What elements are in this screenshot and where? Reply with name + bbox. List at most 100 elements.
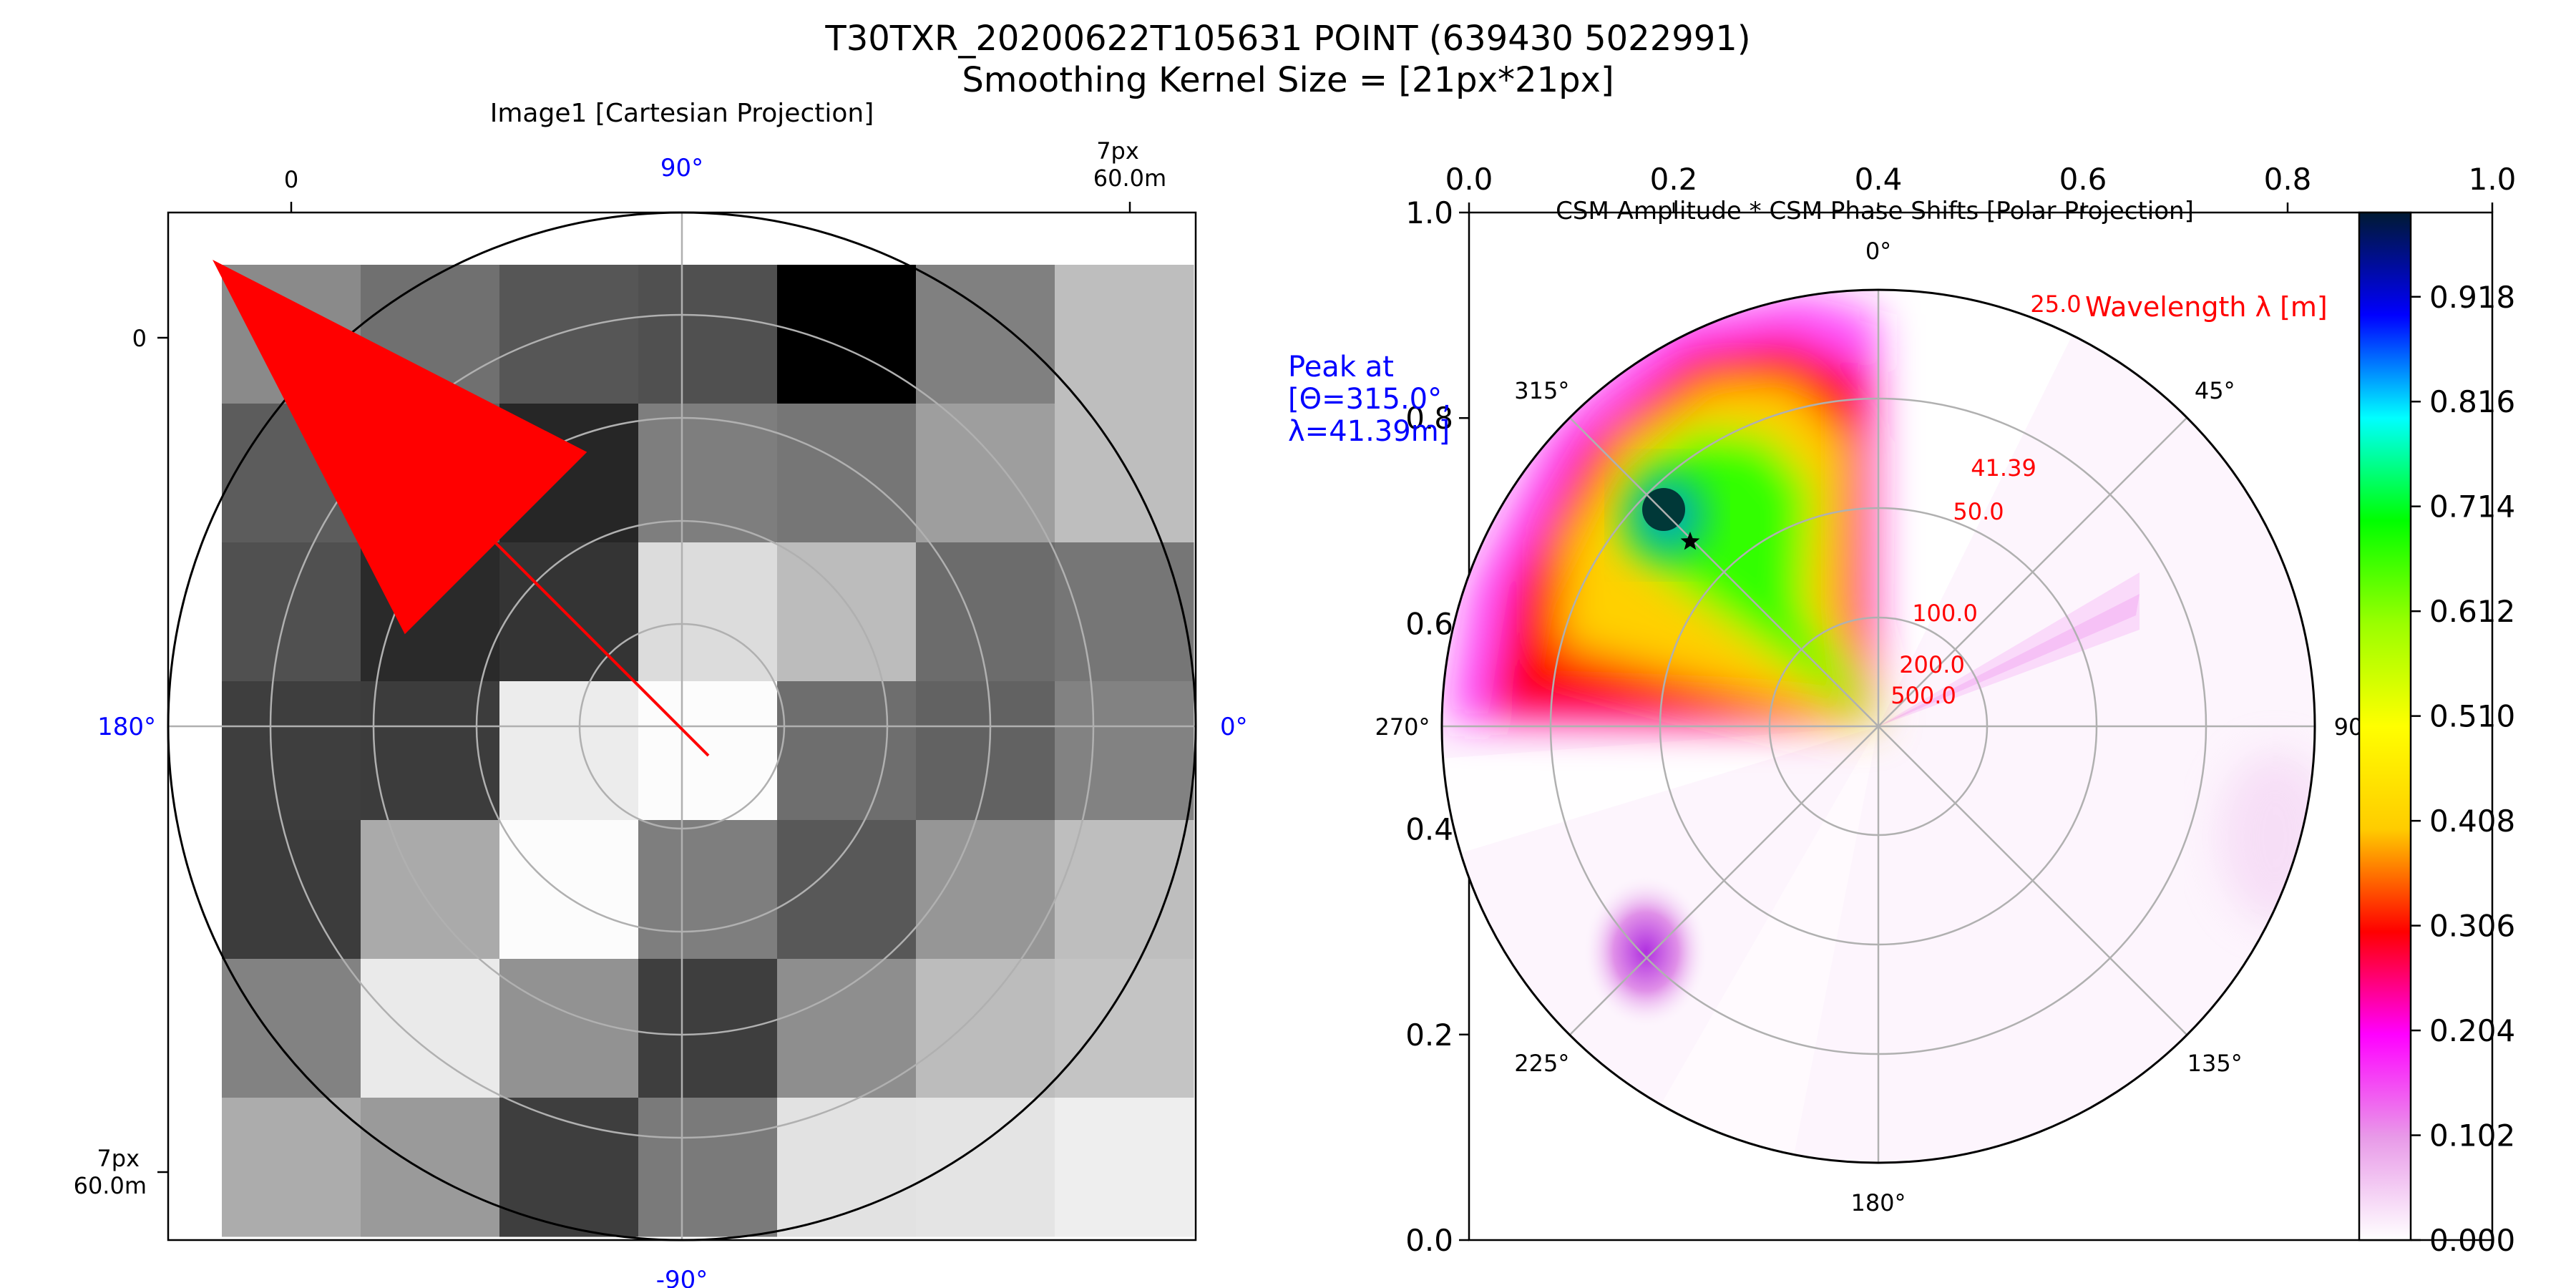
outer-y-tick-label: 0.4 <box>1405 812 1453 847</box>
colorbar-tick-label: 0.102 <box>2429 1118 2515 1153</box>
right-grid-spoke <box>1568 416 1879 727</box>
heatmap-cell <box>916 542 1055 682</box>
figure-title-line1: T30TXR_20200622T105631 POINT (639430 502… <box>824 19 1750 59</box>
heatmap-cell <box>222 820 361 960</box>
heatmap-cell <box>916 1098 1055 1237</box>
outer-x-tick-label: 0.0 <box>1445 162 1493 197</box>
theta-label: 0° <box>1865 238 1891 265</box>
colorbar-tick-label: 0.000 <box>2429 1223 2515 1258</box>
heatmap-cell <box>916 820 1055 960</box>
heatmap-cell <box>361 959 500 1098</box>
heatmap-cell <box>777 681 917 821</box>
heatmap-cell <box>777 1098 917 1237</box>
left-panel-title: Image1 [Cartesian Projection] <box>490 99 874 128</box>
heatmap-cell <box>638 265 778 404</box>
heatmap-cell <box>1055 681 1194 821</box>
right-grid-spoke <box>1878 416 2188 727</box>
left-y-tick-0: 0 <box>132 325 147 352</box>
arrow-head <box>213 260 587 635</box>
radial-label: 200.0 <box>1899 651 1965 678</box>
theta-label: 45° <box>2195 377 2235 404</box>
heatmap-cell <box>222 542 361 682</box>
colorbar-tick-label: 0.204 <box>2429 1013 2515 1048</box>
wavelength-axis-title: Wavelength λ [m] <box>2085 291 2328 323</box>
theta-label: 270° <box>1375 713 1430 741</box>
heatmap-cell <box>777 820 917 960</box>
right-panel-title: CSM Amplitude * CSM Phase Shifts [Polar … <box>1556 197 2194 225</box>
heatmap-cell <box>499 959 639 1098</box>
peak-marker <box>1680 532 1700 550</box>
left-polar-outline <box>167 211 1197 1241</box>
left-y-tick-7px: 7px 60.0m <box>74 1145 147 1199</box>
heatmap-cell <box>638 681 778 821</box>
left-panel: Image1 [Cartesian Projection] 0 7px 60.0m… <box>74 99 1248 1288</box>
heatmap-cell <box>777 404 917 543</box>
outer-x-tick-label: 0.8 <box>2264 162 2312 197</box>
figure-title-line2: Smoothing Kernel Size = [21px*21px] <box>962 60 1614 100</box>
right-polar-grid <box>1442 290 2315 1163</box>
colorbar-tick-label: 0.408 <box>2429 804 2515 839</box>
heatmap-cell <box>916 404 1055 543</box>
heatmap-cell <box>361 681 500 821</box>
heatmap-cell <box>222 681 361 821</box>
outer-y-tick-label: 0.2 <box>1405 1018 1453 1053</box>
heatmap-cell <box>499 265 639 404</box>
heatmap-cell <box>361 820 500 960</box>
colorbar-ticks: 0.000 0.102 0.204 0.306 0.408 0.510 0.612 0.714… <box>2411 280 2515 1258</box>
right-grid-spoke <box>1878 726 2188 1036</box>
heatmap-cell <box>222 1098 361 1237</box>
heatmap-cell <box>777 265 917 404</box>
heatmap-cell <box>916 265 1055 404</box>
left-x-tick-0: 0 <box>284 166 298 193</box>
heatmap-cell <box>499 542 639 682</box>
heatmap-cell <box>1055 959 1194 1098</box>
colorbar-tick-label: 0.306 <box>2429 909 2515 944</box>
colorbar-tick-label: 0.612 <box>2429 594 2515 629</box>
heatmap-cell <box>638 1098 778 1237</box>
peak-label: Peak at [Θ=315.0°, λ=41.39m] <box>1288 351 1460 448</box>
theta-label: 225° <box>1514 1050 1569 1077</box>
angle-label-180: 180° <box>97 713 156 741</box>
outer-y-tick-label: 1.0 <box>1405 195 1453 230</box>
heatmap-cell <box>499 1098 639 1237</box>
outer-y-tick-label: 0.6 <box>1405 606 1453 641</box>
heatmap-cell <box>222 959 361 1098</box>
heatmap-cell <box>638 542 778 682</box>
heatmap-cell <box>777 542 917 682</box>
theta-label: 180° <box>1850 1189 1906 1216</box>
heatmap-cell <box>777 959 917 1098</box>
radial-label: 500.0 <box>1890 682 1956 709</box>
angle-label-neg90: -90° <box>656 1266 708 1288</box>
colorbar <box>2358 211 2412 1241</box>
radial-label: 100.0 <box>1912 600 1978 627</box>
left-polar-grid <box>168 213 1196 1240</box>
right-outer-ticks: 0.0 0.2 0.4 0.6 0.8 1.00.00.20.40.60.81.0 <box>1405 162 2516 1258</box>
colorbar-tick-label: 0.510 <box>2429 699 2515 734</box>
heatmap-cell <box>1055 1098 1194 1237</box>
colorbar-tick-label: 0.714 <box>2429 489 2515 525</box>
right-grid-spoke <box>1568 726 1879 1036</box>
heatmap-cell <box>638 820 778 960</box>
radial-label: 50.0 <box>1953 498 2004 525</box>
theta-label: 135° <box>2187 1050 2243 1077</box>
heatmap-cell <box>1055 265 1194 404</box>
peak-label-line2: [Θ=315.0°, <box>1288 383 1451 416</box>
outer-y-tick-label: 0.8 <box>1405 401 1453 436</box>
heatmap-cell <box>1055 542 1194 682</box>
heatmap-cell <box>1055 404 1194 543</box>
colorbar-tick-label: 0.918 <box>2429 280 2515 315</box>
polar-heatmap <box>1442 290 2315 1163</box>
heatmap-cell <box>916 959 1055 1098</box>
peak-label-line3: λ=41.39m] <box>1288 415 1450 448</box>
arrow-shaft <box>494 542 710 757</box>
radial-label: 25.0 <box>2030 291 2081 318</box>
colorbar-tick-label: 0.816 <box>2429 384 2515 419</box>
left-x-ticks: 0 7px 60.0m <box>284 137 1166 213</box>
outer-x-tick-label: 1.0 <box>2469 162 2517 197</box>
image-heatmap <box>222 265 1194 1237</box>
theta-label: 315° <box>1514 377 1569 404</box>
direction-arrow <box>213 260 710 757</box>
outer-x-tick-label: 0.4 <box>1855 162 1903 197</box>
right-polar-outline <box>1440 288 2316 1164</box>
